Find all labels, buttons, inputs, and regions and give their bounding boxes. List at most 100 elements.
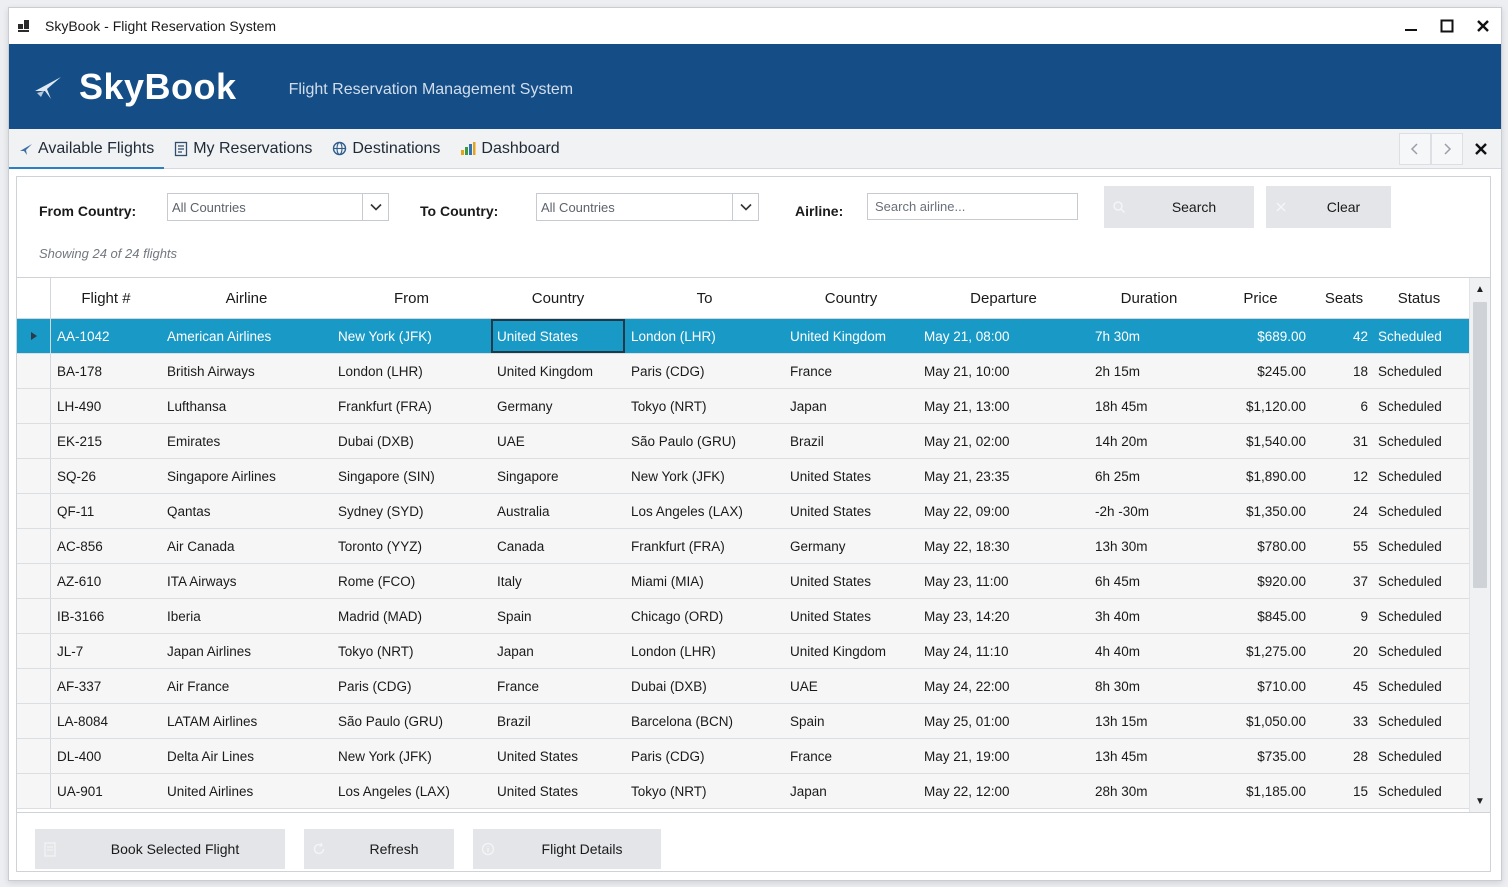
duration-cell[interactable]: 28h 30m [1095,783,1148,799]
flight-number-cell[interactable]: JL-7 [57,643,84,659]
column-header[interactable]: Seats [1324,289,1364,307]
to-city-cell[interactable]: Miami (MIA) [631,573,704,589]
to-country-cell[interactable]: UAE [790,678,818,694]
price-cell[interactable]: $735.00 [1257,748,1306,764]
airline-cell[interactable]: Iberia [167,608,201,624]
from-country-cell[interactable]: Japan [497,643,534,659]
seats-cell[interactable]: 20 [1352,643,1368,659]
to-city-cell[interactable]: Chicago (ORD) [631,608,724,624]
departure-cell[interactable]: May 22, 09:00 [924,503,1010,519]
flight-number-cell[interactable]: SQ-26 [57,468,97,484]
vertical-scrollbar[interactable]: ▲ ▼ [1469,278,1490,812]
to-country-cell[interactable]: Japan [790,783,827,799]
status-cell[interactable]: Scheduled [1378,748,1442,764]
status-cell[interactable]: Scheduled [1378,503,1442,519]
from-country-cell[interactable]: United Kingdom [497,363,594,379]
to-country-cell[interactable]: France [790,748,833,764]
table-row[interactable]: AC-856 Air Canada Toronto (YYZ) Canada Frank… [17,529,1490,564]
from-country-cell[interactable]: United States [497,783,579,799]
to-country-cell[interactable]: United States [790,608,872,624]
book-selected-flight-button[interactable]: Book Selected Flight [35,829,285,869]
from-country-cell[interactable]: France [497,678,540,694]
from-country-cell[interactable]: Australia [497,503,550,519]
status-cell[interactable]: Scheduled [1378,363,1442,379]
flight-number-cell[interactable]: UA-901 [57,783,103,799]
departure-cell[interactable]: May 22, 12:00 [924,783,1010,799]
from-city-cell[interactable]: New York (JFK) [338,748,432,764]
airline-cell[interactable]: Air France [167,678,230,694]
airline-cell[interactable]: Qantas [167,503,211,519]
duration-cell[interactable]: 13h 30m [1095,538,1148,554]
status-cell[interactable]: Scheduled [1378,608,1442,624]
from-country-cell[interactable]: Brazil [497,713,531,729]
from-city-cell[interactable]: New York (JFK) [338,328,432,344]
to-country-cell[interactable]: United Kingdom [790,328,887,344]
airline-cell[interactable]: American Airlines [167,328,272,344]
to-country-dropdown[interactable]: All Countries [536,193,759,221]
price-cell[interactable]: $245.00 [1257,363,1306,379]
flight-number-cell[interactable]: AA-1042 [57,328,110,344]
price-cell[interactable]: $1,050.00 [1245,713,1306,729]
column-header[interactable]: Status [1397,289,1441,307]
row-header[interactable] [17,739,51,773]
flight-number-cell[interactable]: EK-215 [57,433,103,449]
row-header[interactable] [17,319,51,353]
to-city-cell[interactable]: Tokyo (NRT) [631,783,707,799]
price-cell[interactable]: $780.00 [1257,538,1306,554]
flight-number-cell[interactable]: DL-400 [57,748,102,764]
departure-cell[interactable]: May 21, 10:00 [924,363,1010,379]
from-city-cell[interactable]: Los Angeles (LAX) [338,783,450,799]
status-cell[interactable]: Scheduled [1378,573,1442,589]
departure-cell[interactable]: May 25, 01:00 [924,713,1010,729]
seats-cell[interactable]: 28 [1352,748,1368,764]
minimize-button[interactable] [1393,8,1429,44]
to-country-cell[interactable]: France [790,363,833,379]
price-cell[interactable]: $920.00 [1257,573,1306,589]
price-cell[interactable]: $1,890.00 [1245,468,1306,484]
airline-cell[interactable]: Air Canada [167,538,235,554]
airline-cell[interactable]: LATAM Airlines [167,713,258,729]
tab-next-button[interactable] [1431,132,1463,165]
status-cell[interactable]: Scheduled [1378,713,1442,729]
row-header[interactable] [17,669,51,703]
to-country-cell[interactable]: Brazil [790,433,824,449]
status-cell[interactable]: Scheduled [1378,538,1442,554]
seats-cell[interactable]: 15 [1352,783,1368,799]
row-header[interactable] [17,704,51,738]
row-header[interactable] [17,529,51,563]
close-window-button[interactable] [1465,8,1501,44]
to-city-cell[interactable]: London (LHR) [631,328,716,344]
scroll-thumb[interactable] [1473,302,1487,588]
to-city-cell[interactable]: Paris (CDG) [631,363,705,379]
from-country-cell[interactable]: UAE [497,433,525,449]
to-city-cell[interactable]: Paris (CDG) [631,748,705,764]
departure-cell[interactable]: May 24, 11:10 [924,643,1009,659]
status-cell[interactable]: Scheduled [1378,783,1442,799]
from-country-cell[interactable]: United States [497,748,579,764]
duration-cell[interactable]: 3h 40m [1095,608,1141,624]
table-row[interactable]: IB-3166 Iberia Madrid (MAD) Spain Chicago (O… [17,599,1490,634]
price-cell[interactable]: $1,185.00 [1245,783,1306,799]
to-city-cell[interactable]: Barcelona (BCN) [631,713,734,729]
duration-cell[interactable]: 8h 30m [1095,678,1141,694]
duration-cell[interactable]: 7h 30m [1095,328,1141,344]
departure-cell[interactable]: May 23, 14:20 [924,608,1010,624]
table-row[interactable]: LA-8084 LATAM Airlines São Paulo (GRU) Braz… [17,704,1490,739]
from-country-cell[interactable]: Italy [497,573,522,589]
seats-cell[interactable]: 33 [1352,713,1368,729]
flight-number-cell[interactable]: AF-337 [57,678,102,694]
refresh-button[interactable]: Refresh [304,829,454,869]
seats-cell[interactable]: 18 [1352,363,1368,379]
column-header[interactable]: From [394,289,429,307]
from-city-cell[interactable]: Rome (FCO) [338,573,416,589]
from-city-cell[interactable]: Sydney (SYD) [338,503,424,519]
to-country-cell[interactable]: United States [790,573,872,589]
tab-available-flights[interactable]: Available Flights [9,129,165,169]
departure-cell[interactable]: May 23, 11:00 [924,573,1009,589]
to-country-cell[interactable]: Germany [790,538,846,554]
status-cell[interactable]: Scheduled [1378,433,1442,449]
column-header[interactable]: Country [531,289,585,307]
scroll-up-icon[interactable]: ▲ [1475,283,1485,295]
status-cell[interactable]: Scheduled [1378,328,1442,344]
price-cell[interactable]: $710.00 [1257,678,1306,694]
